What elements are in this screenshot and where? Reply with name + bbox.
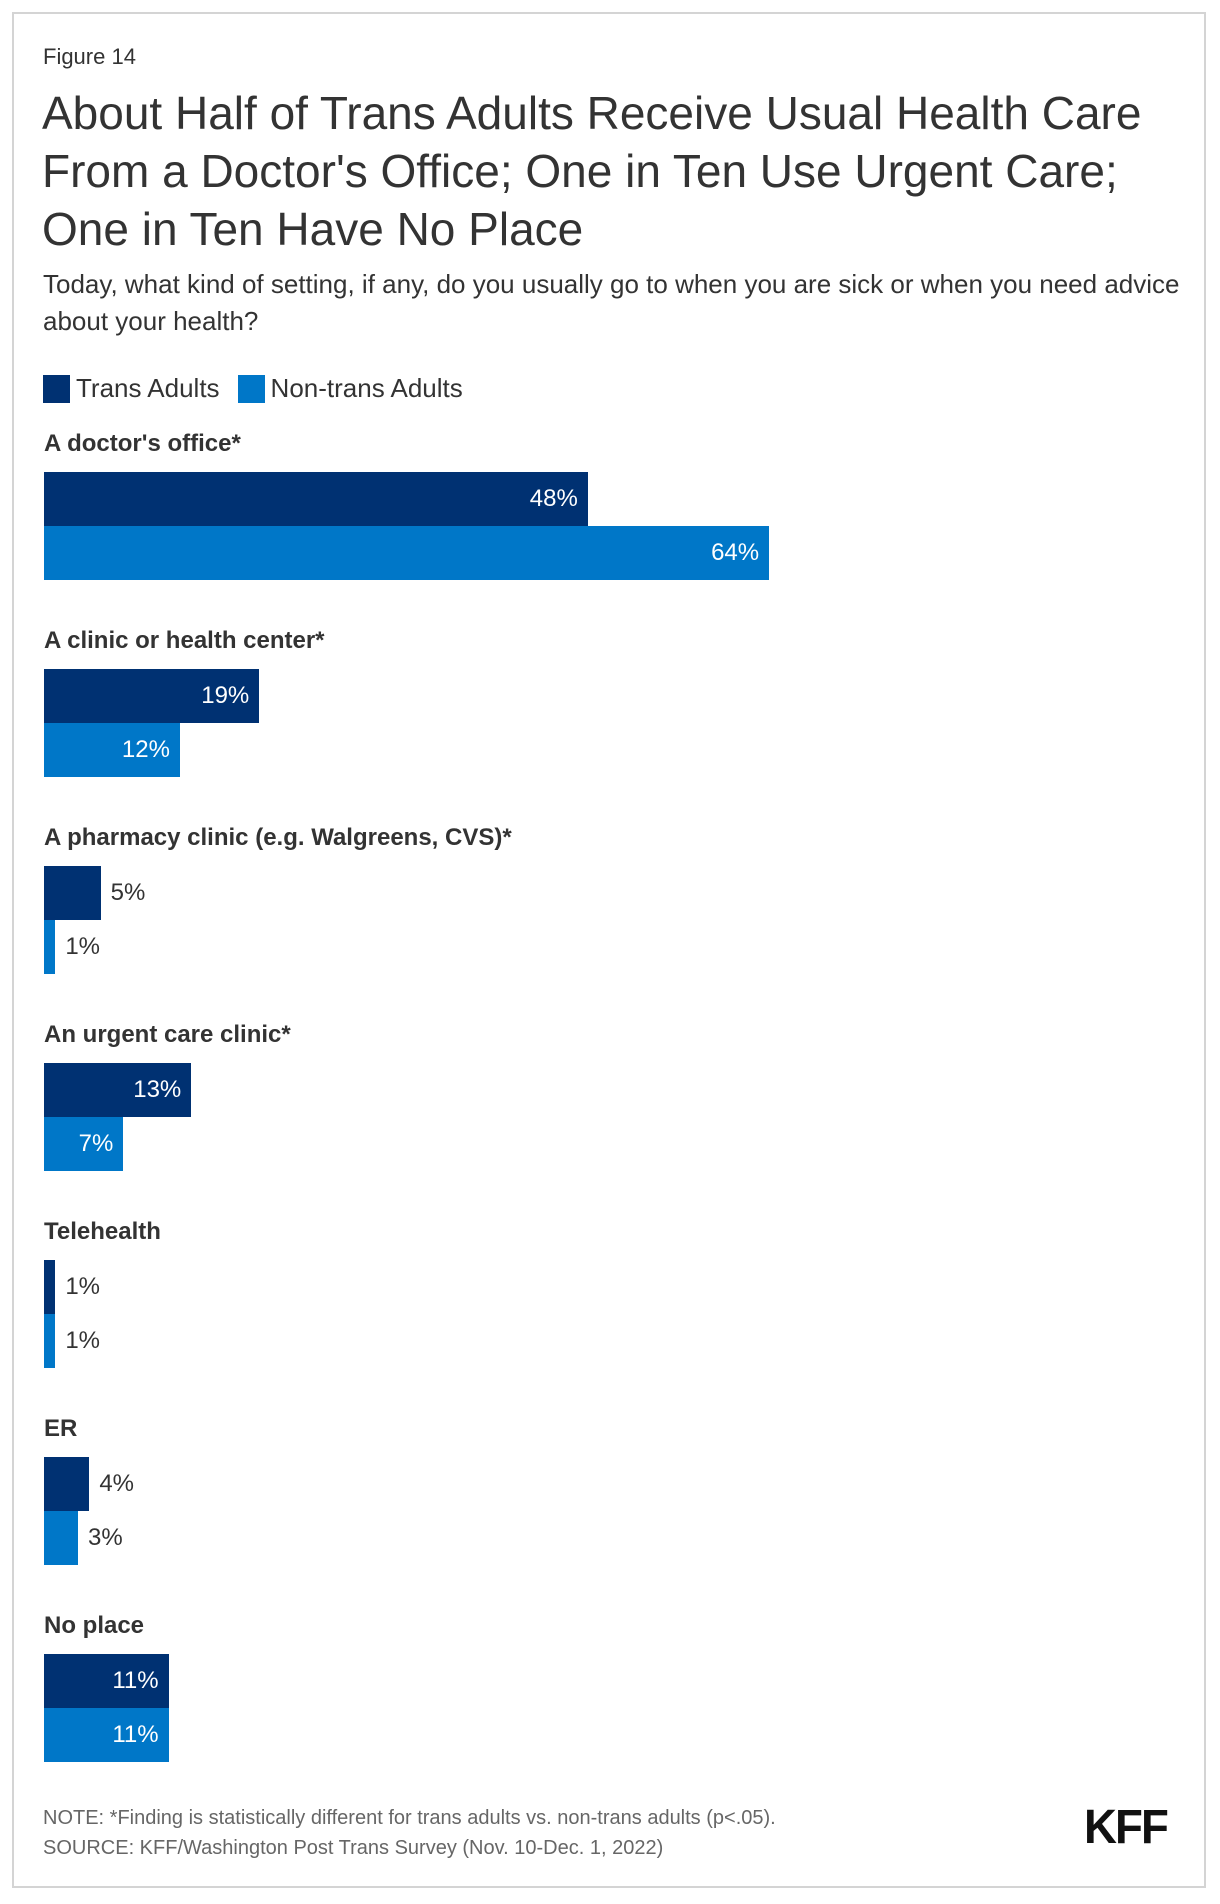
data-label: 5% [110, 879, 146, 906]
category-label: A pharmacy clinic (e.g. Walgreens, CVS)* [44, 824, 512, 851]
bar-non-trans [44, 920, 56, 974]
legend-label-non-trans: Non-trans Adults [270, 373, 463, 403]
bar-non-trans [44, 1708, 169, 1762]
data-label: 3% [87, 1524, 123, 1551]
bar-trans [44, 472, 588, 526]
chart-title: About Half of Trans Adults Receive Usual… [42, 87, 1142, 255]
data-label: 11% [112, 1667, 159, 1694]
data-label: 11% [112, 1721, 159, 1748]
bar-trans [44, 669, 260, 723]
bar-non-trans [44, 1117, 124, 1171]
data-label: 1% [65, 933, 101, 960]
footnote: NOTE: *Finding is statistically differen… [43, 1807, 776, 1829]
bar-trans [44, 1260, 56, 1314]
legend-item-trans: Trans Adults [43, 373, 220, 404]
chart-subtitle: Today, what kind of setting, if any, do … [43, 269, 1180, 336]
figure-label: Figure 14 [43, 44, 136, 69]
bar-non-trans [44, 1511, 78, 1565]
data-label: 4% [99, 1470, 134, 1497]
category-label: No place [44, 1612, 145, 1639]
data-label: 48% [529, 485, 578, 512]
kff-logo: KFF [1084, 1801, 1169, 1854]
bar-non-trans [44, 1314, 56, 1368]
category-label: ER [44, 1415, 78, 1442]
data-label: 1% [65, 1327, 101, 1354]
data-label: 12% [121, 736, 170, 763]
legend-swatch-non-trans [237, 374, 265, 403]
data-label: 64% [711, 539, 760, 566]
category-label: A clinic or health center* [44, 627, 325, 654]
data-label: 19% [201, 682, 250, 709]
bar-non-trans [44, 723, 180, 777]
footer: NOTE: *Finding is statistically differen… [43, 1803, 776, 1863]
data-label: 1% [65, 1273, 101, 1300]
legend-item-non-trans: Non-trans Adults [237, 373, 463, 404]
bar-chart: A doctor's office* 48% 64% A clinic or heal… [44, 430, 1184, 1770]
category-label: Telehealth [44, 1218, 161, 1245]
legend: Trans Adults Non-trans Adults [43, 373, 481, 404]
bar-trans [44, 1063, 192, 1117]
category-label: An urgent care clinic* [44, 1021, 291, 1048]
legend-swatch-trans [43, 374, 70, 403]
bar-trans [44, 866, 101, 920]
bar-trans [44, 1457, 90, 1511]
figure-frame [12, 12, 1206, 1888]
legend-label-trans: Trans Adults [76, 373, 220, 403]
bar-trans [44, 1654, 169, 1708]
bar-non-trans [44, 526, 770, 580]
category-label: A doctor's office* [44, 430, 241, 457]
source: SOURCE: KFF/Washington Post Trans Survey… [43, 1837, 664, 1859]
data-label: 7% [78, 1130, 114, 1157]
data-label: 13% [133, 1076, 182, 1103]
